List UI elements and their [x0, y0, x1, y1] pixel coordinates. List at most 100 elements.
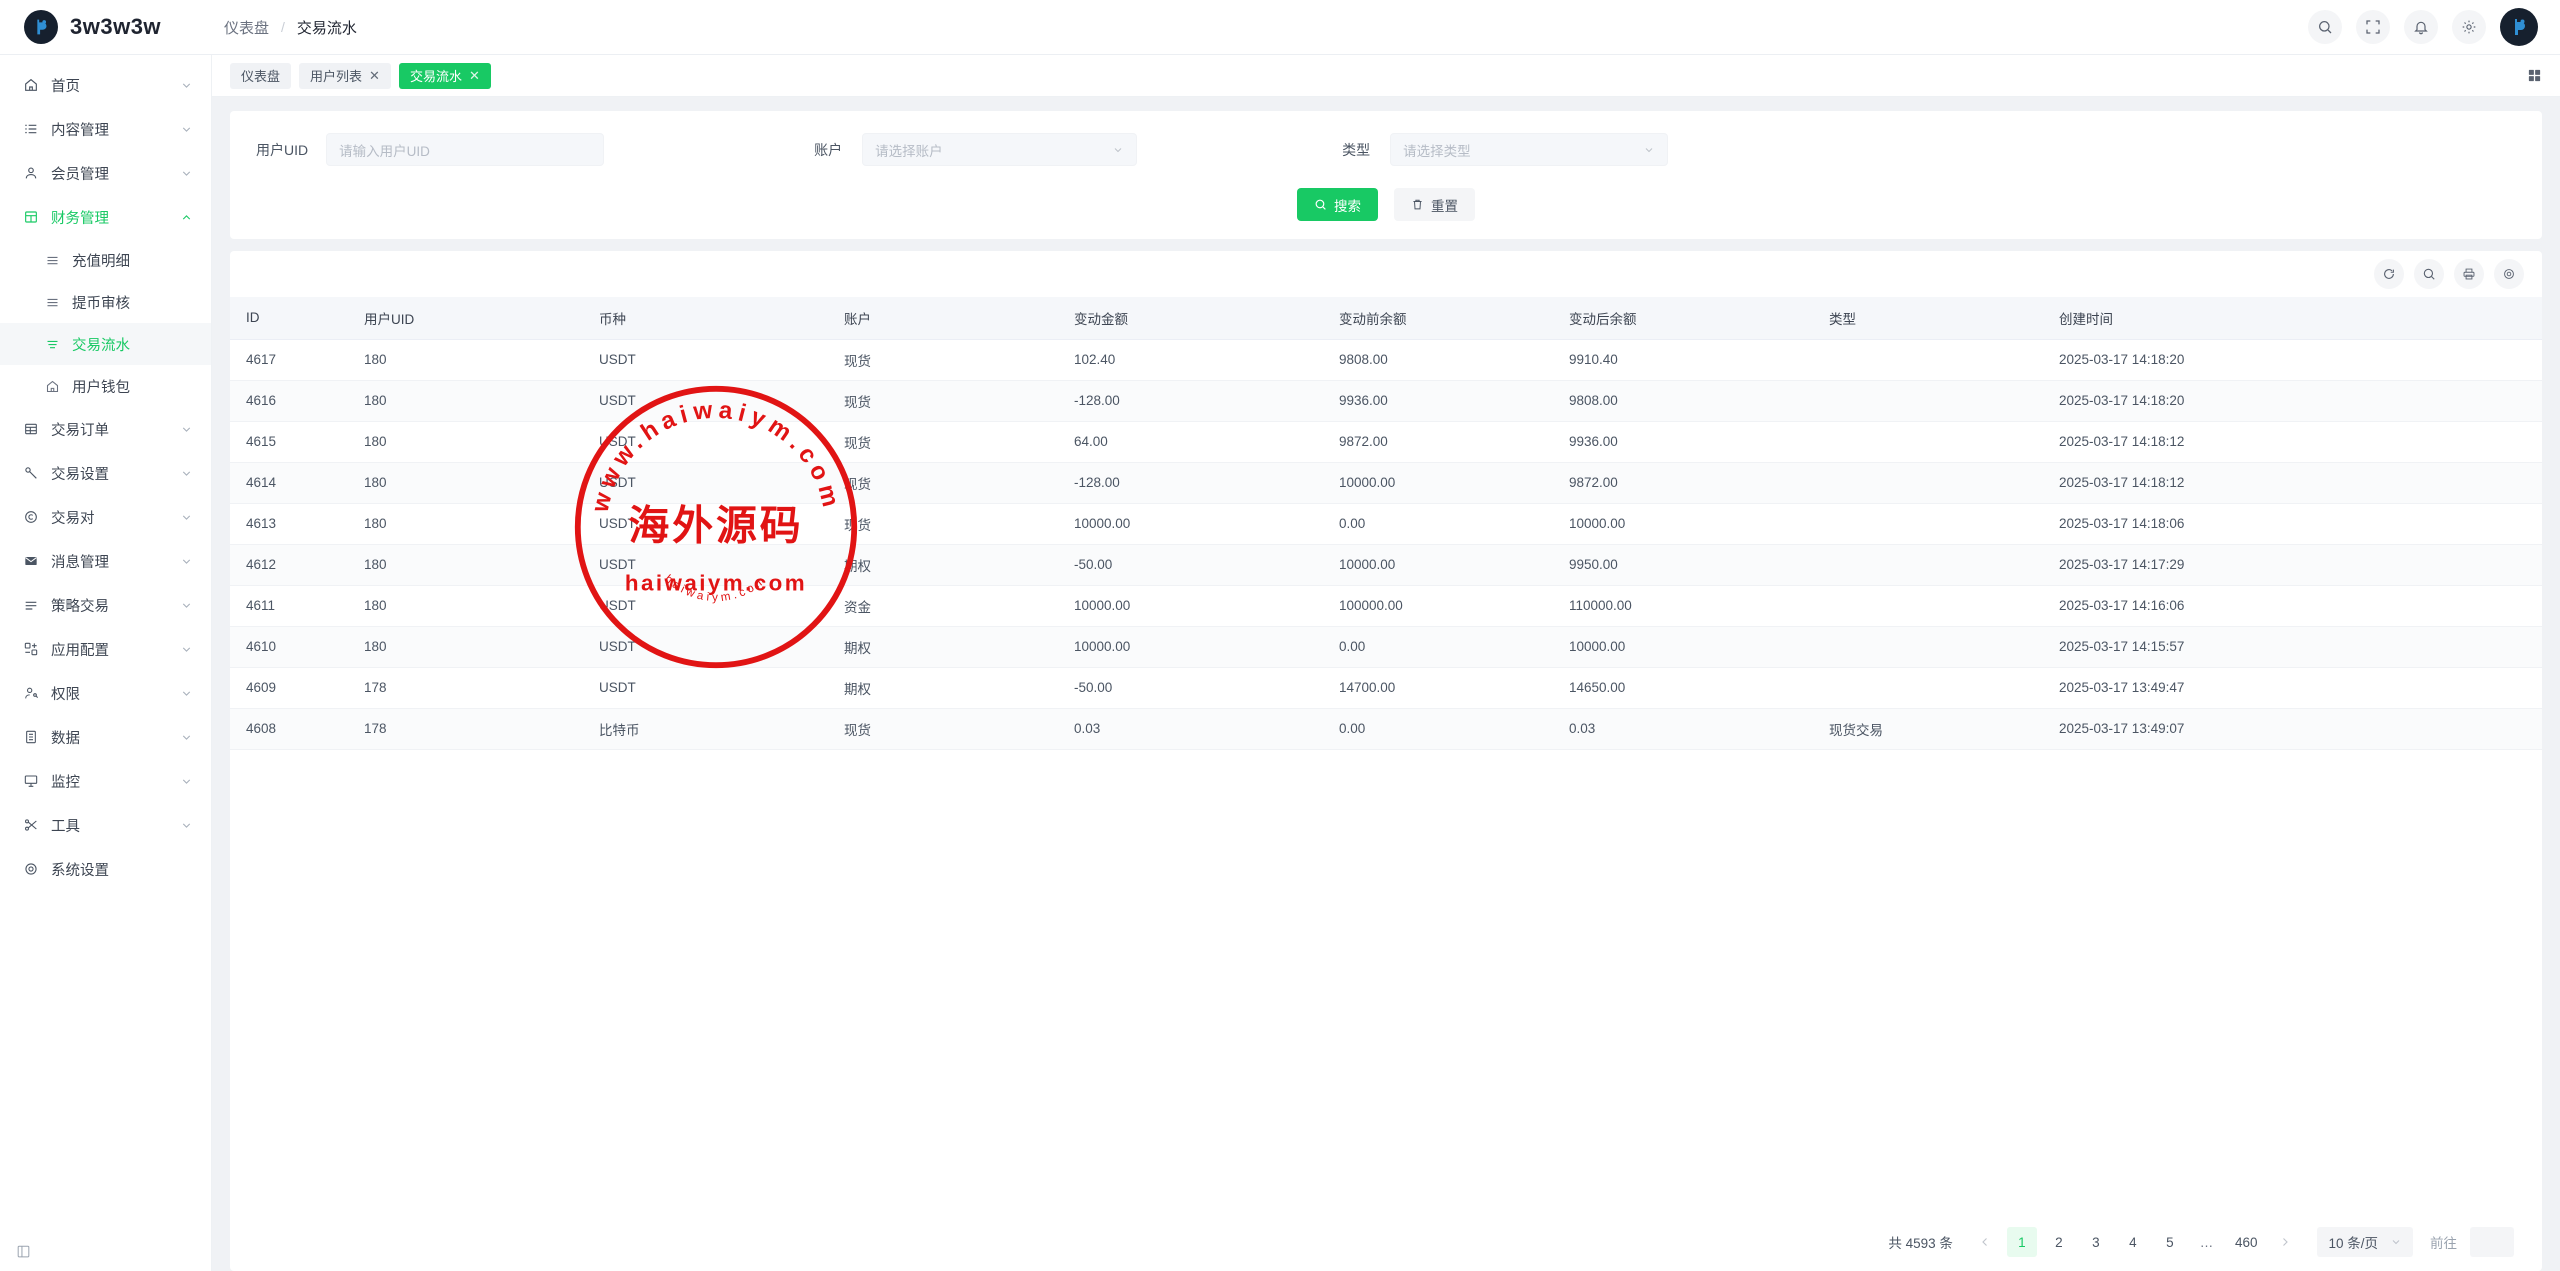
top-header: 3w3w3w 仪表盘 / 交易流水: [0, 0, 2560, 55]
collapse-icon: [16, 1244, 31, 1259]
table-toolbar: [230, 251, 2542, 297]
search-icon[interactable]: [2414, 259, 2444, 289]
close-icon[interactable]: ✕: [369, 68, 380, 83]
cell-type: [1813, 503, 2043, 545]
sidebar-item-monitor[interactable]: 监控: [0, 759, 211, 803]
search-button[interactable]: 搜索: [1297, 188, 1378, 221]
page-button-460[interactable]: 460: [2234, 1234, 2258, 1250]
sidebar-item-withdraw-audit[interactable]: 提币审核: [0, 281, 211, 323]
cell-after: 10000.00: [1553, 626, 1813, 668]
table-row[interactable]: 4613 180 USDT 现货 10000.00 0.00 10000.00 2025-03…: [230, 503, 2542, 545]
cell-before: 0.00: [1323, 708, 1553, 750]
sidebar-item-tools[interactable]: 工具: [0, 803, 211, 847]
page-button-5[interactable]: 5: [2166, 1234, 2174, 1250]
search-icon[interactable]: [2308, 10, 2342, 44]
cell-type: [1813, 626, 2043, 668]
sidebar-item-trade-orders[interactable]: 交易订单: [0, 407, 211, 451]
cell-uid: 180: [348, 503, 583, 545]
sidebar-item-home[interactable]: 首页: [0, 63, 211, 107]
page-button-1[interactable]: 1: [2006, 1227, 2037, 1257]
column-header-before[interactable]: 变动前余额: [1323, 297, 1553, 340]
breadcrumb-root[interactable]: 仪表盘: [224, 19, 270, 37]
cell-time: 2025-03-17 14:18:12: [2043, 462, 2542, 504]
refresh-icon[interactable]: [2374, 259, 2404, 289]
goto-input[interactable]: [2470, 1227, 2514, 1257]
sidebar-item-app-config[interactable]: 应用配置: [0, 627, 211, 671]
reset-button[interactable]: 重置: [1394, 188, 1475, 221]
settings-icon[interactable]: [2494, 259, 2524, 289]
cell-before: 9936.00: [1323, 380, 1553, 422]
cell-amount: -50.00: [1058, 667, 1323, 709]
column-header-uid[interactable]: 用户UID: [348, 297, 583, 340]
table-row[interactable]: 4617 180 USDT 现货 102.40 9808.00 9910.40 2025-03…: [230, 339, 2542, 381]
sidebar-item-content[interactable]: 内容管理: [0, 107, 211, 151]
cell-coin: USDT: [583, 667, 828, 709]
sidebar-item-permissions[interactable]: 权限: [0, 671, 211, 715]
sidebar-item-label: 充值明细: [72, 253, 130, 270]
chevron-down-icon: [180, 599, 193, 612]
tab-user-list[interactable]: 用户列表 ✕: [299, 62, 391, 89]
chevron-left-icon[interactable]: [1970, 1227, 2000, 1257]
search-input[interactable]: 请输入用户UID: [326, 133, 605, 166]
cell-after: 9872.00: [1553, 462, 1813, 504]
bell-icon[interactable]: [2404, 10, 2438, 44]
page-button-3[interactable]: 3: [2092, 1234, 2100, 1250]
column-header-coin[interactable]: 币种: [583, 297, 828, 340]
table-row[interactable]: 4614 180 USDT 现货 -128.00 10000.00 9872.00 2025-…: [230, 462, 2542, 504]
cell-uid: 178: [348, 667, 583, 709]
page-ellipsis[interactable]: …: [2199, 1234, 2215, 1250]
cell-id: 4617: [230, 339, 348, 381]
avatar[interactable]: [2500, 8, 2538, 46]
print-icon[interactable]: [2454, 259, 2484, 289]
cell-time: 2025-03-17 14:17:29: [2043, 544, 2542, 586]
grid-view-icon[interactable]: [2527, 68, 2542, 83]
account-select[interactable]: 请选择账户: [862, 133, 1138, 166]
gear-icon[interactable]: [2452, 10, 2486, 44]
table-row[interactable]: 4612 180 USDT 期权 -50.00 10000.00 9950.00 2025-0…: [230, 544, 2542, 586]
column-header-id[interactable]: ID: [230, 297, 348, 340]
type-select[interactable]: 请选择类型: [1390, 133, 1669, 166]
tab-transaction-flow[interactable]: 交易流水 ✕: [398, 62, 491, 89]
sidebar-item-transaction-flow[interactable]: 交易流水: [0, 323, 211, 365]
tab-dashboard[interactable]: 仪表盘: [230, 62, 292, 89]
sidebar-item-finance[interactable]: 财务管理: [0, 195, 211, 239]
column-header-acct[interactable]: 账户: [828, 297, 1058, 340]
table-row[interactable]: 4608 178 比特币 现货 0.03 0.00 0.03 现货交易 2025-03-17 1…: [230, 708, 2542, 750]
table-row[interactable]: 4610 180 USDT 期权 10000.00 0.00 10000.00 2025-03…: [230, 626, 2542, 668]
sidebar-item-user-wallet[interactable]: 用户钱包: [0, 365, 211, 407]
column-header-type[interactable]: 类型: [1813, 297, 2043, 340]
chevron-right-icon[interactable]: [2270, 1227, 2300, 1257]
page-button-2[interactable]: 2: [2055, 1234, 2063, 1250]
column-header-time[interactable]: 创建时间: [2043, 297, 2542, 340]
cell-amount: -128.00: [1058, 380, 1323, 422]
tab-label: 用户列表: [310, 69, 363, 84]
sidebar-item-system-settings[interactable]: 系统设置: [0, 847, 211, 891]
fullscreen-icon[interactable]: [2356, 10, 2390, 44]
cell-amount: 64.00: [1058, 421, 1323, 463]
sidebar-item-trade-settings[interactable]: 交易设置: [0, 451, 211, 495]
sidebar-item-strategy-trade[interactable]: 策略交易: [0, 583, 211, 627]
sidebar-collapse-toggle[interactable]: [0, 1231, 211, 1271]
table-row[interactable]: 4611 180 USDT 资金 10000.00 100000.00 110000.00 2…: [230, 585, 2542, 627]
database-icon: [22, 729, 39, 746]
sidebar-item-recharge-detail[interactable]: 充值明细: [0, 239, 211, 281]
page-button-4[interactable]: 4: [2129, 1234, 2137, 1250]
table-body: 4617 180 USDT 现货 102.40 9808.00 9910.40 2025-03…: [230, 339, 2542, 750]
column-header-amount[interactable]: 变动金额: [1058, 297, 1323, 340]
sidebar-item-data[interactable]: 数据: [0, 715, 211, 759]
column-header-after[interactable]: 变动后余额: [1553, 297, 1813, 340]
chevron-up-icon: [180, 211, 193, 224]
sidebar-item-members[interactable]: 会员管理: [0, 151, 211, 195]
table-row[interactable]: 4615 180 USDT 现货 64.00 9872.00 9936.00 2025-03-…: [230, 421, 2542, 463]
cell-before: 100000.00: [1323, 585, 1553, 627]
body: 首页 内容管理: [0, 55, 2560, 1271]
page-size-select[interactable]: 10 条/页: [2317, 1227, 2413, 1257]
flow-icon: [44, 336, 60, 352]
sidebar-item-messages[interactable]: 消息管理: [0, 539, 211, 583]
table-row[interactable]: 4616 180 USDT 现货 -128.00 9936.00 9808.00 2025-0…: [230, 380, 2542, 422]
brand[interactable]: 3w3w3w: [0, 10, 212, 44]
sidebar-item-label: 应用配置: [51, 642, 109, 659]
table-row[interactable]: 4609 178 USDT 期权 -50.00 14700.00 14650.00 2025-…: [230, 667, 2542, 709]
sidebar-item-trading-pairs[interactable]: 交易对: [0, 495, 211, 539]
close-icon[interactable]: ✕: [468, 68, 480, 83]
